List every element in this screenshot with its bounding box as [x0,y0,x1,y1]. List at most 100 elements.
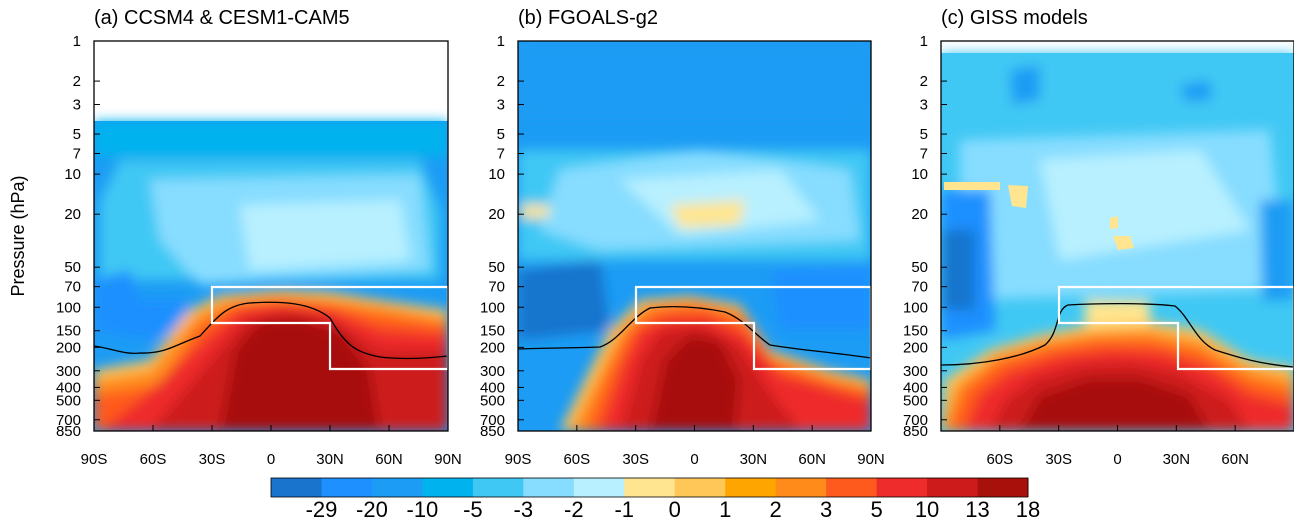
colorbar-label: -2 [564,497,584,522]
y-tick-label: 70 [64,279,81,296]
y-axis-label: Pressure (hPa) [8,175,28,296]
y-tick-label: 200 [56,339,81,356]
y-tick-label: 20 [64,206,81,223]
x-tick-label: 90S [505,451,532,468]
colorbar-swatch [271,478,322,497]
y-tick-label: 400 [903,379,928,396]
y-tick-label: 400 [480,379,505,396]
panel-b-tropopause-line [518,305,871,359]
y-tick-label: 10 [488,166,505,183]
x-tick-label: 0 [267,451,275,468]
y-tick-label: 400 [56,379,81,396]
y-tick-label: 50 [488,259,505,276]
y-tick-label: 2 [497,73,505,90]
y-tick-label: 1 [920,33,928,50]
x-tick-label: 60N [1221,451,1249,468]
x-tick-label: 30S [622,451,649,468]
colorbar-label: 10 [915,497,939,522]
panel-a-box [210,285,448,371]
y-tick-label: 2 [920,73,928,90]
x-tick-label: 60S [986,451,1013,468]
colorbar-label: 1 [719,497,731,522]
y-tick-label: 500 [480,392,505,409]
colorbar-swatch [977,478,1029,497]
colorbar-swatch [321,478,373,497]
y-tick-label: 850 [903,423,928,440]
panel-a: (a) CCSM4 & CESM1-CAM5 12357102050701001… [56,7,462,468]
y-tick-label: 70 [488,279,505,296]
x-tick-label: 60N [375,451,403,468]
y-tick-label: 10 [64,166,81,183]
y-tick-label: 150 [56,323,81,340]
y-tick-label: 300 [56,363,81,380]
x-tick-label: 90N [434,451,462,468]
y-tick-label: 5 [73,126,81,143]
colorbar-label: -3 [514,497,534,522]
y-tick-label: 7 [497,146,505,163]
panel-c: (c) GISS models [903,7,1294,468]
colorbar-swatch [573,478,625,497]
y-tick-label: 5 [920,126,928,143]
colorbar-swatch [725,478,777,497]
colorbar-label: 13 [965,497,989,522]
y-tick-label: 1 [73,33,81,50]
y-tick-label: 50 [911,259,928,276]
x-tick-label: 30S [199,451,226,468]
colorbar-label: 5 [870,497,882,522]
y-tick-label: 200 [903,339,928,356]
y-tick-label: 7 [73,146,81,163]
y-tick-label: 3 [73,97,81,114]
y-tick-label: 10 [911,166,928,183]
colorbar-swatch [927,478,979,497]
y-tick-label: 7 [920,146,928,163]
x-tick-label: 30N [740,451,768,468]
colorbar-label: 0 [669,497,681,522]
x-tick-label: 90N [857,451,885,468]
y-tick-label: 850 [56,423,81,440]
x-tick-label: 0 [1113,451,1121,468]
y-tick-label: 20 [911,206,928,223]
x-tick-label: 30N [316,451,344,468]
panel-a-tropopause-line [94,301,448,360]
y-tick-label: 100 [480,299,505,316]
x-tick-label: 60N [798,451,826,468]
y-tick-label: 50 [64,259,81,276]
colorbar-swatch [523,478,575,497]
x-tick-label: 90S [81,451,108,468]
y-tick-label: 100 [56,299,81,316]
y-tick-label: 70 [911,279,928,296]
colorbar-swatch [775,478,827,497]
panel-c-tropopause-line [941,302,1294,368]
y-tick-label: 500 [903,392,928,409]
panel-a-x-axis: 90S 60S 30S 0 30N 60N 90N [81,425,462,468]
panel-b-x-axis: 90S 60S 30S 0 30N 60N 90N [505,425,885,468]
colorbar-swatch [371,478,423,497]
y-tick-label: 300 [903,363,928,380]
panel-c-box [1057,285,1294,371]
colorbar-label: 3 [820,497,832,522]
panel-b-title: (b) FGOALS-g2 [518,7,658,29]
panel-a-field [94,121,448,431]
panel-c-title: (c) GISS models [941,7,1088,29]
colorbar-swatch [472,478,524,497]
x-tick-label: 0 [690,451,698,468]
colorbar-label: 18 [1016,497,1040,522]
colorbar-label: -20 [356,497,388,522]
x-tick-label: 60S [140,451,167,468]
y-tick-label: 700 [903,412,928,429]
panel-c-x-axis: 60S 30S 0 30N 60N [986,425,1249,468]
y-tick-label: 5 [497,126,505,143]
colorbar-swatch [876,478,928,497]
y-tick-label: 700 [56,412,81,429]
colorbar-frame [270,477,1029,498]
colorbar-label: -29 [306,497,338,522]
y-tick-label: 500 [56,392,81,409]
y-tick-label: 3 [920,97,928,114]
y-tick-label: 2 [73,73,81,90]
colorbar-swatch [422,478,474,497]
colorbar-label: -1 [614,497,634,522]
